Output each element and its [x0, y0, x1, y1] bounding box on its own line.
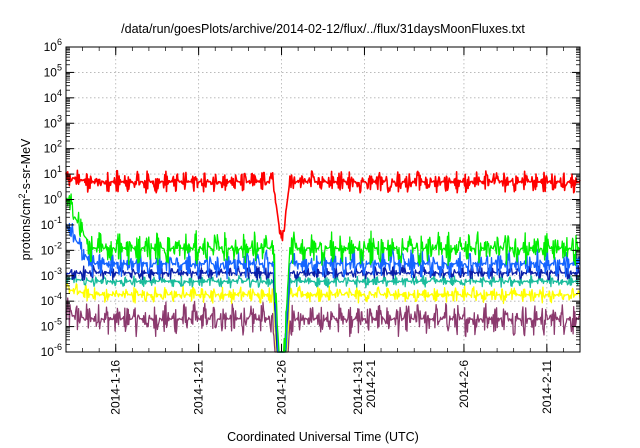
- y-tick-base: 10: [44, 40, 58, 54]
- x-tick-label: 2014-1-26: [275, 360, 289, 415]
- x-tick-label-line: 2014-2-1: [364, 360, 378, 408]
- x-tick-label: 2014-1-21: [192, 360, 206, 415]
- y-tick-label: 105: [44, 62, 62, 79]
- y-tick-label: 10-2: [41, 240, 62, 257]
- y-tick-exponent: -6: [54, 342, 62, 352]
- series-lines: [65, 169, 581, 353]
- x-axis-label: Coordinated Universal Time (UTC): [227, 430, 419, 444]
- y-axis-label-superscript: 2: [17, 194, 27, 199]
- y-tick-base: 10: [44, 116, 58, 130]
- y-tick-exponent: 0: [57, 190, 62, 200]
- y-tick-base: 10: [41, 218, 55, 232]
- y-tick-base: 10: [44, 65, 58, 79]
- x-tick-label-line: 2014-1-21: [192, 360, 206, 415]
- y-axis-label-rest: -s-sr-MeV: [19, 138, 33, 194]
- y-tick-label: 10-5: [41, 317, 62, 334]
- y-tick-exponent: -2: [54, 240, 62, 250]
- series-line-5: [65, 222, 581, 353]
- y-tick-label: 10-6: [41, 342, 62, 359]
- y-tick-base: 10: [41, 294, 55, 308]
- x-tick-label: 2014-1-31 2014-2-1: [351, 360, 378, 415]
- y-tick-label: 103: [44, 113, 62, 130]
- y-tick-exponent: -3: [54, 266, 62, 276]
- series-line-3: [65, 272, 581, 353]
- y-tick-exponent: 1: [57, 164, 62, 174]
- y-tick-base: 10: [41, 345, 55, 359]
- y-tick-label: 104: [44, 88, 62, 105]
- y-tick-exponent: -1: [54, 215, 62, 225]
- y-tick-base: 10: [44, 142, 58, 156]
- y-tick-label: 101: [44, 164, 62, 181]
- x-tick-label-line: 2014-2-6: [457, 360, 471, 408]
- y-tick-base: 10: [41, 243, 55, 257]
- y-tick-base: 10: [44, 167, 58, 181]
- y-tick-base: 10: [44, 91, 58, 105]
- x-tick-label: 2014-1-16: [109, 360, 123, 415]
- x-tick-label-line: 2014-1-31: [351, 360, 365, 415]
- x-tick-labels: 2014-1-16 2014-1-21 2014-1-26 2014-1-31 2014…: [109, 360, 554, 415]
- y-tick-label: 102: [44, 139, 62, 156]
- x-tick-label-line: 2014-2-11: [540, 360, 554, 414]
- x-tick-label-line: 2014-1-16: [109, 360, 123, 415]
- y-tick-exponent: 2: [57, 139, 62, 149]
- y-tick-base: 10: [41, 320, 55, 334]
- y-axis-label: protons/cm2-s-sr-MeV: [17, 138, 33, 260]
- series-line-7: [65, 169, 581, 242]
- y-tick-label: 10-3: [41, 266, 62, 283]
- x-tick-label: 2014-2-6: [457, 360, 471, 408]
- y-tick-base: 10: [44, 193, 58, 207]
- axis-ticks: [65, 46, 581, 353]
- y-tick-label: 10-1: [41, 215, 62, 232]
- series-line-2: [65, 281, 581, 353]
- y-tick-exponent: 3: [57, 113, 62, 123]
- y-axis-label-main: protons/cm: [19, 199, 33, 261]
- y-tick-exponent: 4: [57, 88, 62, 98]
- series-line-6: [65, 193, 581, 353]
- series-line-1: [65, 297, 581, 353]
- y-tick-exponent: 5: [57, 62, 62, 72]
- y-tick-exponent: -4: [54, 291, 62, 301]
- y-tick-labels: 10-610-510-410-310-210-11001011021031041…: [41, 37, 62, 359]
- x-tick-label-line: 2014-1-26: [275, 360, 289, 415]
- y-tick-exponent: 6: [57, 37, 62, 47]
- y-tick-exponent: -5: [54, 317, 62, 327]
- y-tick-label: 10-4: [41, 291, 62, 308]
- y-tick-base: 10: [41, 269, 55, 283]
- y-tick-label: 106: [44, 37, 62, 54]
- grid-lines: [66, 47, 580, 352]
- x-tick-label: 2014-2-11: [540, 360, 554, 414]
- chart-title: /data/run/goesPlots/archive/2014-02-12/f…: [121, 22, 525, 36]
- y-tick-label: 100: [44, 190, 62, 207]
